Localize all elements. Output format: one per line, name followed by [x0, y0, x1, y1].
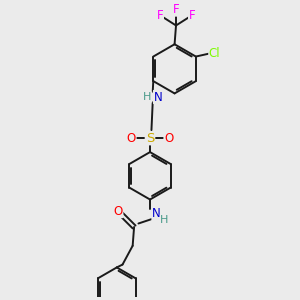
Text: F: F	[189, 9, 195, 22]
Text: F: F	[157, 9, 164, 22]
Text: N: N	[152, 208, 161, 220]
Text: O: O	[127, 132, 136, 145]
Text: Cl: Cl	[209, 47, 220, 60]
Text: H: H	[160, 215, 169, 225]
Text: F: F	[173, 3, 179, 16]
Text: O: O	[114, 205, 123, 218]
Text: S: S	[146, 132, 154, 145]
Text: O: O	[164, 132, 173, 145]
Text: H: H	[143, 92, 152, 102]
Text: N: N	[154, 91, 162, 103]
